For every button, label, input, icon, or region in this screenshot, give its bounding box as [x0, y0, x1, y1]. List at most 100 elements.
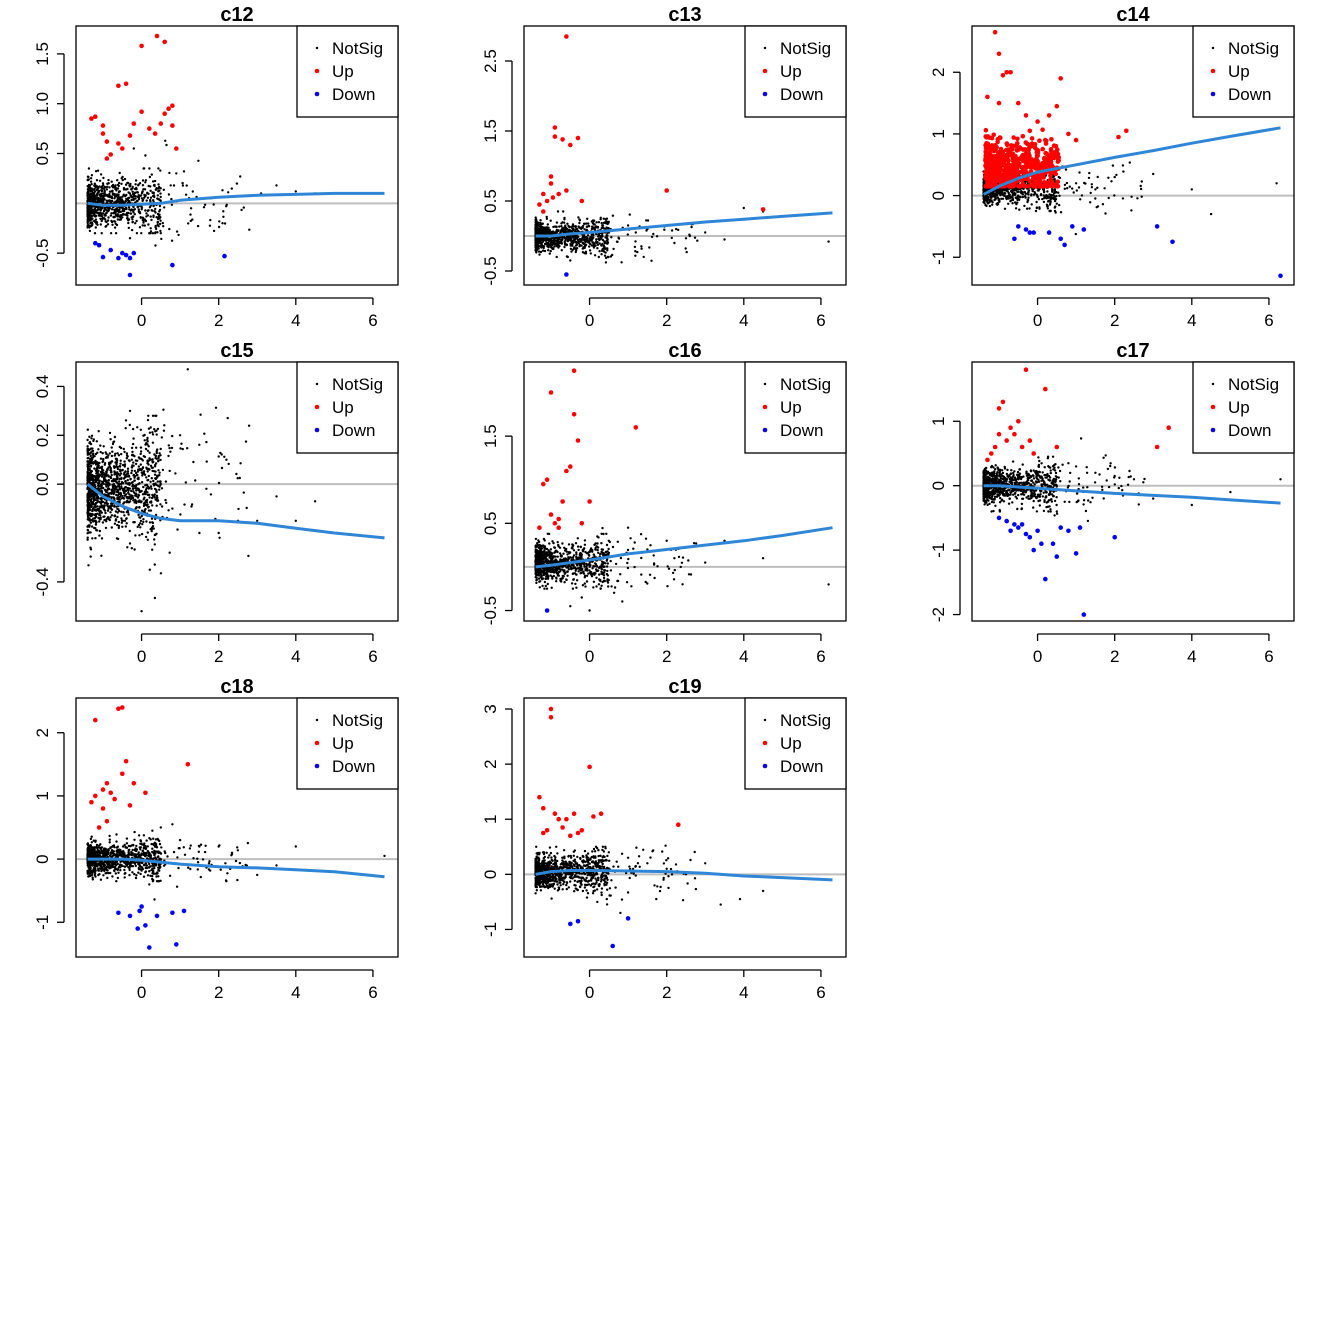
- notsig-point: [1053, 206, 1057, 209]
- notsig-point: [592, 220, 595, 223]
- notsig-point: [1026, 192, 1029, 195]
- notsig-point: [113, 466, 116, 469]
- notsig-point: [560, 222, 563, 225]
- notsig-point: [137, 477, 140, 481]
- y-tick-label: 1.0: [33, 92, 52, 116]
- notsig-point: [137, 482, 140, 486]
- y-tick-label: 1: [929, 129, 948, 138]
- notsig-point: [126, 470, 130, 473]
- notsig-point: [105, 455, 109, 459]
- notsig-point: [127, 211, 130, 215]
- notsig-point: [157, 459, 160, 462]
- notsig-point: [128, 459, 131, 463]
- down-point: [1070, 224, 1075, 229]
- notsig-point: [574, 542, 578, 545]
- notsig-point: [123, 460, 126, 463]
- notsig-point: [675, 227, 678, 231]
- notsig-point: [1089, 201, 1092, 204]
- notsig-point: [135, 446, 138, 449]
- notsig-point: [90, 470, 94, 473]
- notsig-point: [549, 219, 552, 222]
- up-point: [89, 116, 94, 121]
- up-point: [1015, 136, 1020, 142]
- notsig-point: [146, 449, 150, 452]
- x-tick-label: 2: [1110, 311, 1119, 330]
- down-points: [1012, 224, 1283, 279]
- notsig-point: [104, 483, 107, 486]
- notsig-point: [1094, 197, 1097, 200]
- notsig-point: [540, 227, 544, 230]
- up-point: [1046, 159, 1052, 164]
- notsig-point: [555, 228, 559, 232]
- notsig-point: [110, 473, 113, 477]
- notsig-point: [1054, 211, 1057, 214]
- notsig-point: [124, 470, 127, 473]
- notsig-point: [574, 228, 577, 231]
- legend-label-up: Up: [780, 62, 802, 81]
- notsig-point: [176, 528, 179, 531]
- notsig-point: [537, 250, 541, 253]
- notsig-point: [93, 207, 97, 211]
- notsig-point: [126, 500, 129, 504]
- notsig-point: [127, 496, 130, 500]
- notsig-point: [110, 197, 114, 200]
- notsig-point: [139, 452, 142, 456]
- notsig-point: [606, 249, 609, 252]
- notsig-point: [99, 450, 102, 454]
- notsig-point: [223, 455, 226, 458]
- up-point: [1035, 153, 1040, 159]
- notsig-point: [151, 504, 154, 507]
- down-point: [1278, 273, 1283, 279]
- notsig-point: [143, 473, 147, 476]
- notsig-point: [147, 445, 150, 448]
- up-point: [1008, 70, 1013, 75]
- notsig-point: [827, 240, 830, 243]
- notsig-point: [90, 458, 94, 461]
- notsig-point: [155, 414, 158, 417]
- up-point: [995, 162, 1001, 167]
- notsig-point: [1007, 202, 1010, 205]
- notsig-point: [102, 183, 105, 187]
- notsig-point: [583, 222, 586, 225]
- notsig-point: [987, 197, 990, 200]
- notsig-point: [93, 467, 96, 470]
- up-point: [147, 126, 152, 131]
- notsig-point: [636, 250, 639, 254]
- notsig-point: [183, 503, 186, 506]
- notsig-point: [145, 504, 148, 507]
- x-tick-label: 6: [368, 311, 377, 330]
- notsig-point: [137, 456, 141, 459]
- notsig-point: [93, 219, 96, 223]
- notsig-point: [93, 182, 97, 185]
- notsig-point: [1068, 185, 1072, 188]
- x-tick-label: 4: [1187, 311, 1196, 330]
- notsig-point: [124, 427, 127, 430]
- down-point: [222, 253, 227, 259]
- notsig-point: [129, 194, 133, 197]
- notsig-point: [110, 460, 114, 463]
- notsig-point: [119, 462, 122, 465]
- notsig-point: [122, 447, 126, 451]
- notsig-point: [102, 197, 105, 200]
- notsig-point: [152, 199, 155, 202]
- notsig-point: [151, 521, 154, 524]
- notsig-point: [538, 227, 542, 230]
- notsig-point: [1023, 204, 1026, 208]
- notsig-point: [116, 507, 119, 511]
- y-tick-label: -0.4: [33, 567, 52, 596]
- notsig-point: [997, 197, 1001, 201]
- notsig-point: [126, 455, 129, 458]
- notsig-point: [107, 479, 111, 482]
- notsig-point: [110, 526, 114, 529]
- notsig-point: [139, 526, 142, 529]
- up-point: [1033, 184, 1039, 189]
- notsig-point: [88, 435, 91, 438]
- notsig-point: [119, 199, 123, 203]
- notsig-point: [162, 429, 166, 432]
- notsig-point: [982, 181, 986, 184]
- notsig-point: [998, 192, 1001, 195]
- notsig-point: [86, 226, 89, 229]
- notsig-point: [159, 572, 163, 575]
- notsig-point: [1027, 196, 1030, 199]
